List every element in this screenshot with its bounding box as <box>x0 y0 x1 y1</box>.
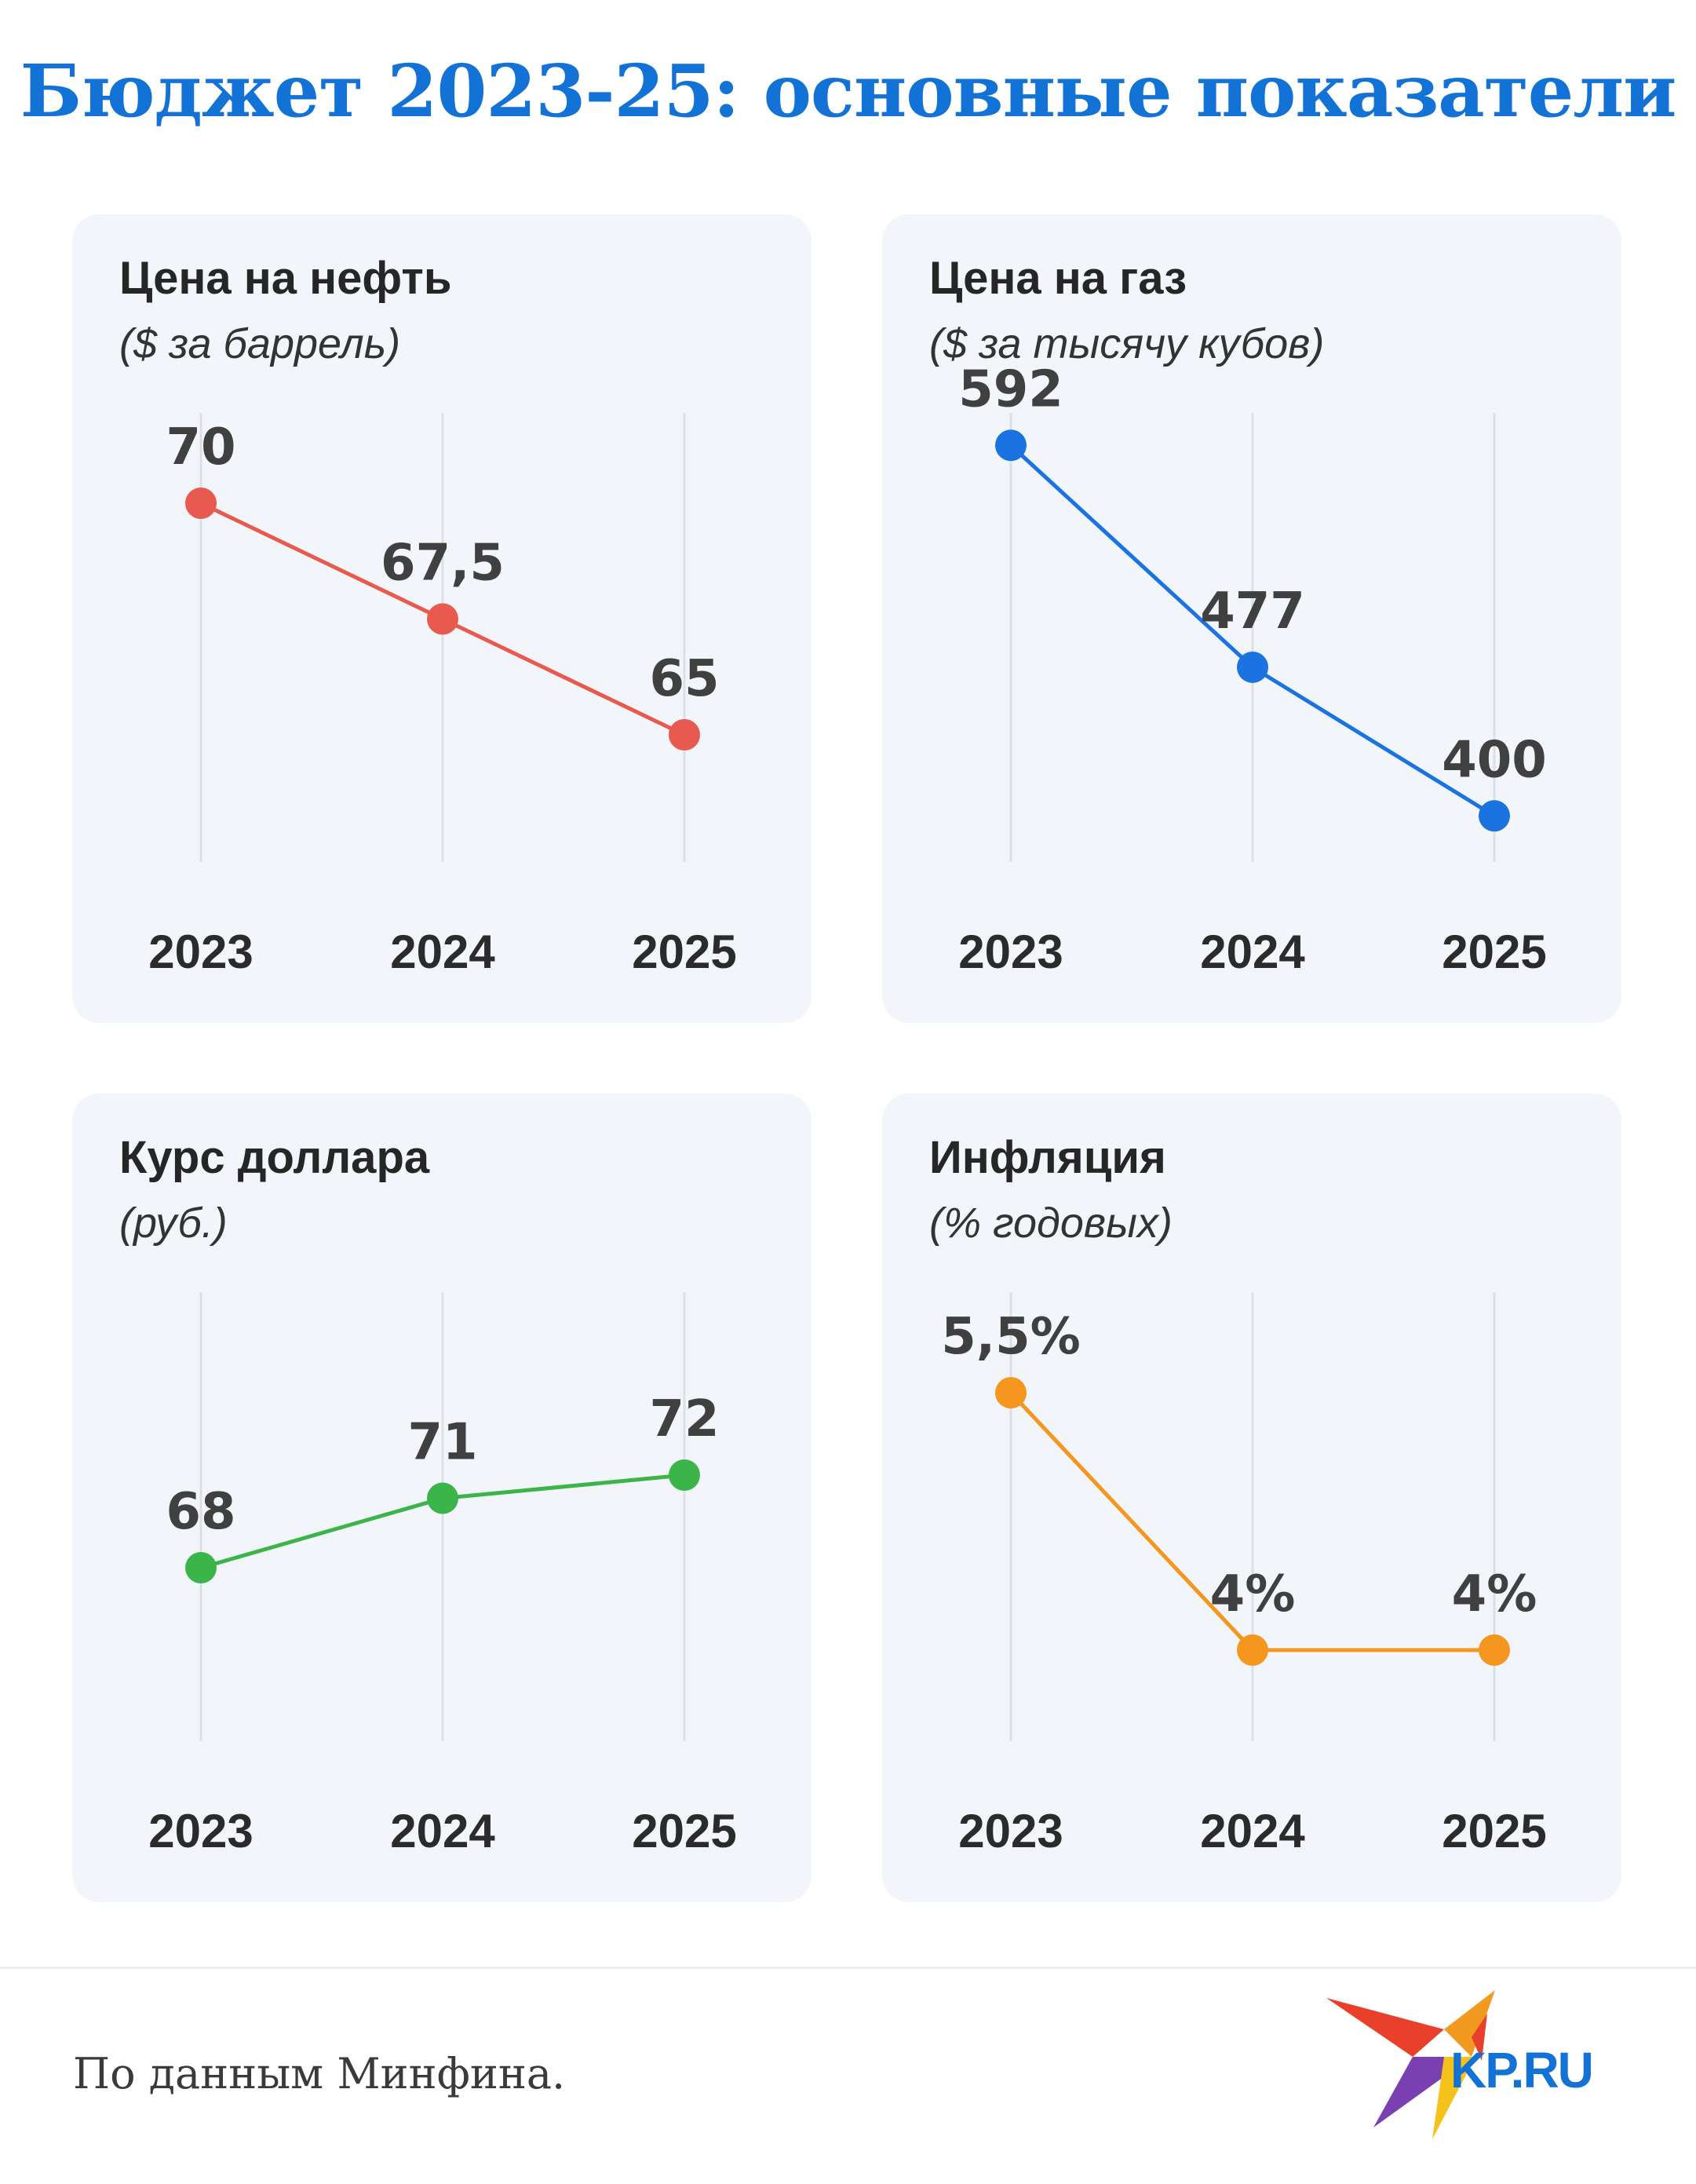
data-label: 5,5% <box>941 1308 1081 1366</box>
x-tick-label: 2023 <box>148 926 253 978</box>
data-point <box>427 1482 458 1514</box>
data-point <box>669 719 700 751</box>
data-point <box>995 429 1027 462</box>
chart-panel-usd: Курс доллара (руб.) 68 71 72 2023 2024 2025 <box>72 1094 812 1902</box>
x-tick-label: 2023 <box>148 1805 253 1857</box>
x-tick-label: 2024 <box>390 1805 495 1857</box>
data-label: 477 <box>1200 583 1305 641</box>
x-tick-label: 2024 <box>1200 926 1305 978</box>
data-point <box>427 603 458 635</box>
data-point <box>669 1459 700 1491</box>
chart-panel-oil: Цена на нефть ($ за баррель) 70 67,5 65 202… <box>72 214 812 1023</box>
data-label: 4% <box>1210 1565 1296 1623</box>
x-tick-label: 2025 <box>632 1805 736 1857</box>
chart-usd: 68 71 72 2023 2024 2025 <box>148 1292 737 1857</box>
data-label: 67,5 <box>381 535 505 593</box>
x-tick-label: 2023 <box>958 926 1063 978</box>
page-title: Бюджет 2023-25: основные показатели <box>20 49 1677 133</box>
chart-title: Цена на газ <box>929 253 1187 304</box>
data-label: 592 <box>958 360 1063 418</box>
x-tick-label: 2025 <box>1442 926 1546 978</box>
x-tick-label: 2025 <box>632 926 736 978</box>
chart-panel-gas: Цена на газ ($ за тысячу кубов) 592 477 40… <box>882 214 1621 1023</box>
chart-gas: 592 477 400 2023 2024 2025 <box>958 360 1547 978</box>
data-label: 400 <box>1442 731 1547 789</box>
x-tick-label: 2023 <box>958 1805 1063 1857</box>
data-point <box>185 1552 217 1583</box>
data-label: 70 <box>166 418 235 477</box>
x-tick-label: 2025 <box>1442 1805 1546 1857</box>
footer-divider <box>0 1967 1696 1969</box>
logo-text: KP.RU <box>1450 2042 1594 2098</box>
chart-title: Курс доллара <box>119 1132 430 1183</box>
source-note: По данным Минфина. <box>73 2049 566 2098</box>
chart-title: Цена на нефть <box>119 253 452 304</box>
chart-subtitle: (руб.) <box>119 1200 228 1247</box>
data-point <box>995 1377 1027 1409</box>
data-point <box>185 488 217 519</box>
chart-title: Инфляция <box>929 1132 1166 1183</box>
chart-subtitle: ($ за тысячу кубов) <box>929 320 1325 367</box>
data-label: 65 <box>649 650 719 708</box>
data-point <box>1237 1634 1268 1666</box>
data-point <box>1237 651 1268 683</box>
data-label: 71 <box>407 1414 477 1472</box>
data-label: 4% <box>1452 1565 1537 1623</box>
data-label: 72 <box>649 1390 719 1448</box>
chart-subtitle: (% годовых) <box>929 1200 1173 1247</box>
chart-subtitle: ($ за баррель) <box>119 320 401 367</box>
chart-inflation: 5,5% 4% 4% 2023 2024 2025 <box>941 1292 1547 1857</box>
data-point <box>1479 800 1510 832</box>
data-point <box>1479 1634 1510 1666</box>
data-label: 68 <box>166 1483 235 1541</box>
x-tick-label: 2024 <box>390 926 495 978</box>
x-tick-label: 2024 <box>1200 1805 1305 1857</box>
kp-bird-logo-icon <box>1326 1990 1495 2139</box>
chart-panel-inflation: Инфляция (% годовых) 5,5% 4% 4% 2023 2024 202… <box>882 1094 1621 1902</box>
chart-oil: 70 67,5 65 2023 2024 2025 <box>148 413 737 978</box>
